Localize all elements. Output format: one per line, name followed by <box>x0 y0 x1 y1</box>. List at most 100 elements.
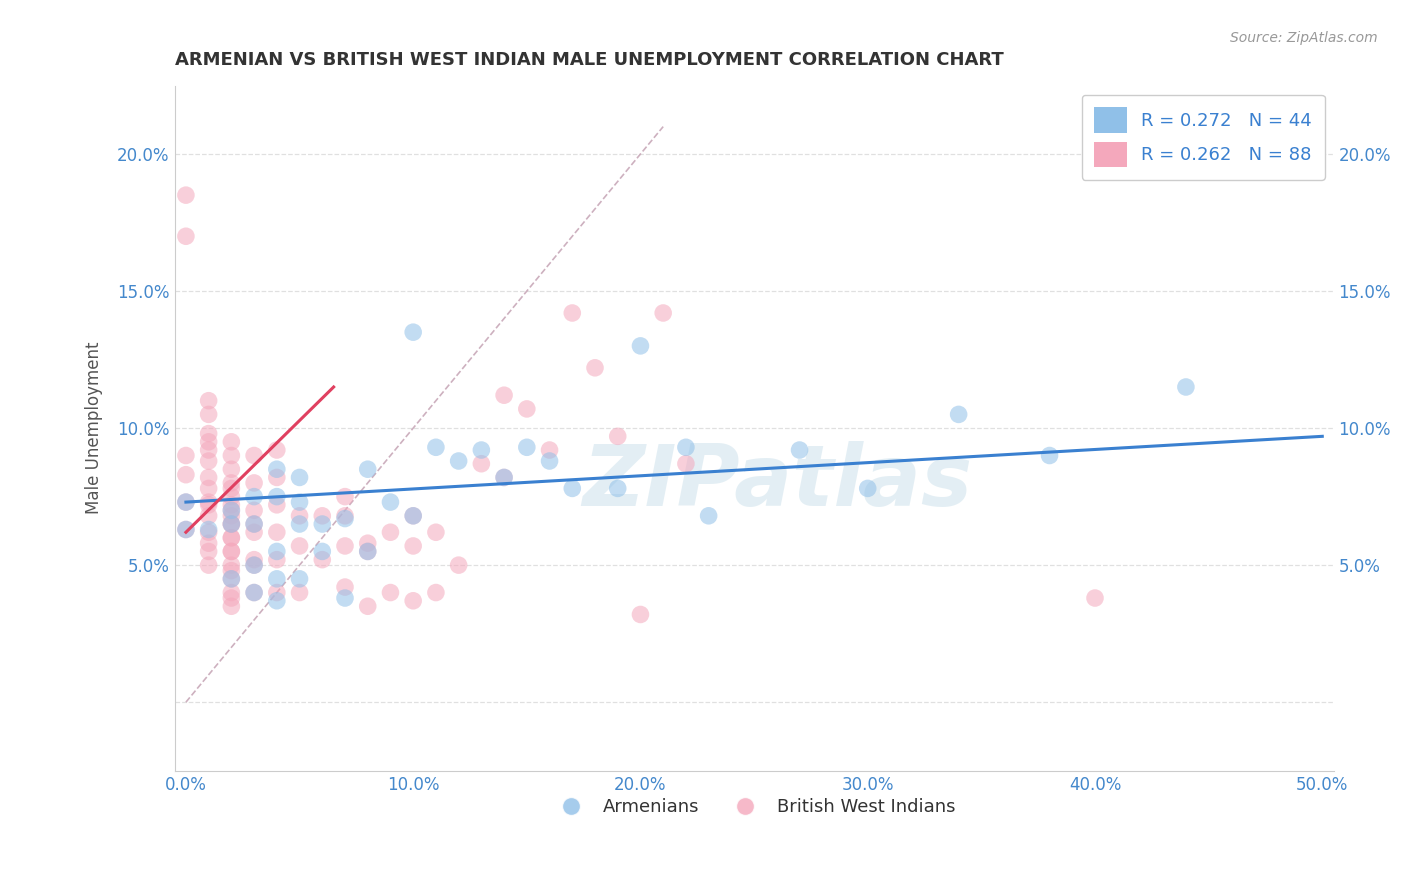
Point <box>516 401 538 416</box>
Point <box>197 525 219 540</box>
Point <box>675 440 697 454</box>
Point <box>197 544 219 558</box>
Point <box>288 572 311 586</box>
Point <box>221 490 243 504</box>
Point <box>197 498 219 512</box>
Point <box>221 503 243 517</box>
Point <box>243 585 266 599</box>
Point <box>221 516 243 531</box>
Point <box>494 388 516 402</box>
Point <box>561 482 583 496</box>
Point <box>243 449 266 463</box>
Point <box>606 429 628 443</box>
Point <box>243 558 266 573</box>
Point <box>197 434 219 449</box>
Point <box>174 467 197 482</box>
Point <box>221 585 243 599</box>
Point <box>425 440 447 454</box>
Point <box>174 523 197 537</box>
Point <box>221 516 243 531</box>
Point <box>221 531 243 545</box>
Point <box>494 470 516 484</box>
Point <box>402 508 425 523</box>
Legend: Armenians, British West Indians: Armenians, British West Indians <box>546 791 963 823</box>
Point <box>174 523 197 537</box>
Point <box>221 482 243 496</box>
Point <box>425 525 447 540</box>
Point <box>221 591 243 605</box>
Point <box>243 503 266 517</box>
Point <box>470 443 492 458</box>
Point <box>402 508 425 523</box>
Point <box>333 539 356 553</box>
Point <box>221 572 243 586</box>
Point <box>197 454 219 468</box>
Point <box>402 594 425 608</box>
Point <box>266 572 288 586</box>
Point <box>675 457 697 471</box>
Point <box>266 594 288 608</box>
Point <box>470 457 492 471</box>
Point <box>221 544 243 558</box>
Point <box>1084 591 1107 605</box>
Point <box>538 454 561 468</box>
Point <box>197 523 219 537</box>
Point <box>333 511 356 525</box>
Point <box>697 508 720 523</box>
Point <box>447 558 470 573</box>
Point <box>243 525 266 540</box>
Point <box>948 408 970 422</box>
Point <box>652 306 675 320</box>
Point <box>197 408 219 422</box>
Point <box>197 470 219 484</box>
Point <box>357 536 380 550</box>
Point <box>243 552 266 566</box>
Point <box>221 558 243 573</box>
Point <box>221 498 243 512</box>
Point <box>197 393 219 408</box>
Point <box>266 490 288 504</box>
Point <box>333 508 356 523</box>
Point <box>288 585 311 599</box>
Point <box>243 475 266 490</box>
Point <box>333 591 356 605</box>
Point <box>402 325 425 339</box>
Point <box>221 434 243 449</box>
Point <box>380 495 402 509</box>
Point <box>311 544 333 558</box>
Point <box>174 229 197 244</box>
Point <box>243 516 266 531</box>
Text: Source: ZipAtlas.com: Source: ZipAtlas.com <box>1230 31 1378 45</box>
Point <box>311 552 333 566</box>
Point <box>288 516 311 531</box>
Point <box>174 495 197 509</box>
Point <box>197 508 219 523</box>
Point <box>266 498 288 512</box>
Point <box>266 544 288 558</box>
Point <box>266 525 288 540</box>
Point <box>243 558 266 573</box>
Point <box>1174 380 1197 394</box>
Point <box>197 558 219 573</box>
Point <box>425 585 447 599</box>
Point <box>447 454 470 468</box>
Point <box>311 516 333 531</box>
Point <box>380 525 402 540</box>
Point <box>174 449 197 463</box>
Point <box>197 443 219 458</box>
Point <box>266 462 288 476</box>
Point <box>494 470 516 484</box>
Point <box>197 536 219 550</box>
Point <box>856 482 879 496</box>
Point <box>357 544 380 558</box>
Point <box>266 470 288 484</box>
Point <box>243 490 266 504</box>
Point <box>516 440 538 454</box>
Point <box>583 360 606 375</box>
Point <box>221 572 243 586</box>
Point <box>197 482 219 496</box>
Point <box>357 544 380 558</box>
Point <box>561 306 583 320</box>
Point <box>266 585 288 599</box>
Point <box>221 508 243 523</box>
